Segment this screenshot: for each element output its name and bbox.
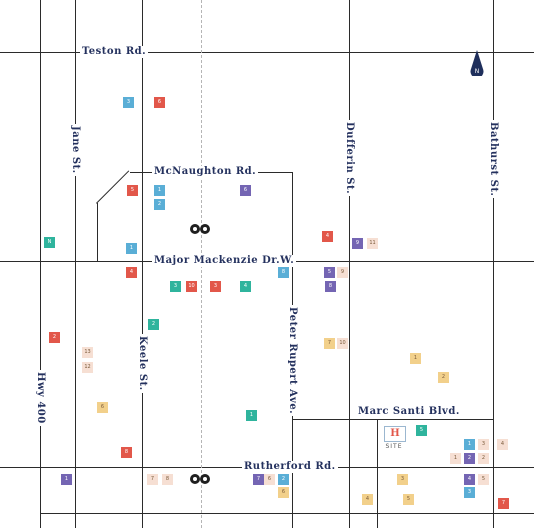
mcnaughton-west-segment: [97, 203, 98, 261]
amenity-marker-sand[interactable]: 6: [97, 402, 108, 413]
go-transit-icon: [190, 474, 210, 484]
amenity-marker-sand[interactable]: 7: [324, 338, 335, 349]
amenity-marker-blue[interactable]: 1: [464, 439, 475, 450]
amenity-marker-red[interactable]: 8: [121, 447, 132, 458]
north-arrow-icon: N: [470, 50, 484, 76]
amenity-marker-red[interactable]: 3: [210, 281, 221, 292]
amenity-marker-red[interactable]: 4: [126, 267, 137, 278]
amenity-marker-cream[interactable]: 13: [82, 347, 93, 358]
amenity-marker-sand[interactable]: 4: [362, 494, 373, 505]
amenity-marker-blue[interactable]: 2: [278, 474, 289, 485]
amenity-marker-teal[interactable]: 2: [148, 319, 159, 330]
amenity-marker-teal[interactable]: N: [44, 237, 55, 248]
amenity-marker-blue[interactable]: 1: [126, 243, 137, 254]
amenity-marker-cream[interactable]: 3: [478, 439, 489, 450]
amenity-marker-sand[interactable]: 5: [403, 494, 414, 505]
amenity-marker-cream[interactable]: 1: [450, 453, 461, 464]
hwy-400-label: Hwy 400: [34, 370, 46, 426]
marc-santi-east-segment: [377, 419, 378, 528]
amenity-marker-teal[interactable]: 3: [170, 281, 181, 292]
rutherford-road-label: Rutherford Rd.: [242, 461, 338, 473]
amenity-marker-sand[interactable]: 3: [397, 474, 408, 485]
amenity-marker-purple[interactable]: 9: [352, 238, 363, 249]
mcnaughton-diagonal-segment: [96, 170, 130, 204]
amenity-marker-cream[interactable]: 6: [264, 474, 275, 485]
amenity-marker-cream[interactable]: 2: [478, 453, 489, 464]
amenity-marker-sand[interactable]: 6: [278, 487, 289, 498]
amenity-marker-red[interactable]: 5: [127, 185, 138, 196]
amenity-marker-purple[interactable]: 4: [464, 474, 475, 485]
amenity-marker-blue[interactable]: 3: [464, 487, 475, 498]
keele-street-line: [142, 0, 143, 528]
site-marker[interactable]: H SITE: [378, 423, 410, 455]
amenity-marker-sand[interactable]: 2: [438, 372, 449, 383]
go-transit-icon: [190, 224, 210, 234]
bottom-road-line: [40, 513, 534, 514]
jane-street-line: [75, 0, 76, 528]
amenity-marker-blue[interactable]: 8: [278, 267, 289, 278]
amenity-marker-red[interactable]: 4: [322, 231, 333, 242]
amenity-marker-cream[interactable]: 12: [82, 362, 93, 373]
amenity-marker-purple[interactable]: 7: [253, 474, 264, 485]
teston-road-label: Teston Rd.: [80, 46, 149, 58]
amenity-marker-blue[interactable]: 2: [154, 199, 165, 210]
peter-rupert-label: Peter Rupert Ave.: [286, 305, 298, 417]
marc-santi-line: [292, 419, 494, 420]
amenity-marker-purple[interactable]: 1: [61, 474, 72, 485]
bathurst-street-line: [493, 0, 494, 528]
jane-street-label: Jane St.: [69, 124, 81, 176]
amenity-marker-purple[interactable]: 6: [240, 185, 251, 196]
amenity-marker-cream[interactable]: 5: [478, 474, 489, 485]
mcnaughton-road-label: McNaughton Rd.: [152, 166, 259, 178]
amenity-marker-cream[interactable]: 11: [367, 238, 378, 249]
amenity-marker-red[interactable]: 7: [498, 498, 509, 509]
hwy-400-line: [40, 0, 41, 528]
bathurst-street-label: Bathurst St.: [487, 120, 499, 199]
amenity-marker-cream[interactable]: 7: [147, 474, 158, 485]
amenity-marker-cream[interactable]: 8: [162, 474, 173, 485]
amenity-marker-cream[interactable]: 9: [337, 267, 348, 278]
site-logo-icon: H: [384, 426, 406, 442]
amenity-marker-purple[interactable]: 2: [464, 453, 475, 464]
amenity-marker-purple[interactable]: 5: [324, 267, 335, 278]
marc-santi-label: Marc Santi Blvd.: [356, 406, 462, 418]
site-label: SITE: [385, 443, 403, 450]
amenity-marker-purple[interactable]: 8: [325, 281, 336, 292]
amenity-marker-teal[interactable]: 5: [416, 425, 427, 436]
keele-street-label: Keele St.: [136, 334, 148, 393]
dufferin-street-line: [349, 0, 350, 528]
amenity-marker-blue[interactable]: 1: [154, 185, 165, 196]
amenity-marker-sand[interactable]: 1: [410, 353, 421, 364]
amenity-marker-teal[interactable]: 1: [246, 410, 257, 421]
major-mackenzie-label: Major Mackenzie Dr.W.: [152, 255, 297, 267]
amenity-marker-red[interactable]: 10: [186, 281, 197, 292]
amenity-marker-cream[interactable]: 10: [337, 338, 348, 349]
amenity-marker-blue[interactable]: 3: [123, 97, 134, 108]
teston-road-line: [0, 52, 534, 53]
dufferin-street-label: Dufferin St.: [343, 120, 355, 197]
amenity-marker-teal[interactable]: 4: [240, 281, 251, 292]
amenity-marker-red[interactable]: 6: [154, 97, 165, 108]
amenity-marker-red[interactable]: 2: [49, 332, 60, 343]
amenity-marker-cream[interactable]: 4: [497, 439, 508, 450]
svg-text:N: N: [475, 68, 480, 75]
